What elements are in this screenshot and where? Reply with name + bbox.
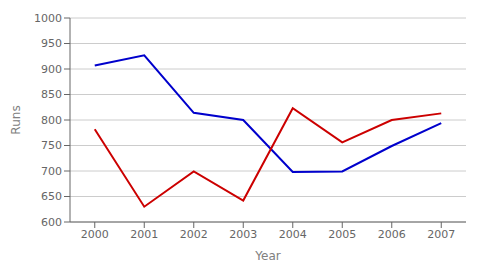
svg-text:1000: 1000: [34, 12, 62, 25]
svg-text:2000: 2000: [81, 228, 109, 241]
svg-text:2002: 2002: [180, 228, 208, 241]
svg-text:650: 650: [41, 190, 62, 203]
svg-text:2004: 2004: [279, 228, 307, 241]
svg-text:600: 600: [41, 216, 62, 229]
svg-text:Runs: Runs: [9, 105, 23, 134]
svg-text:800: 800: [41, 114, 62, 127]
svg-text:850: 850: [41, 88, 62, 101]
svg-text:2005: 2005: [328, 228, 356, 241]
svg-text:900: 900: [41, 63, 62, 76]
svg-text:750: 750: [41, 139, 62, 152]
svg-text:700: 700: [41, 165, 62, 178]
svg-text:950: 950: [41, 37, 62, 50]
svg-text:2001: 2001: [130, 228, 158, 241]
svg-text:2006: 2006: [378, 228, 406, 241]
svg-text:Year: Year: [254, 249, 280, 263]
svg-text:2007: 2007: [427, 228, 455, 241]
svg-text:2003: 2003: [229, 228, 257, 241]
